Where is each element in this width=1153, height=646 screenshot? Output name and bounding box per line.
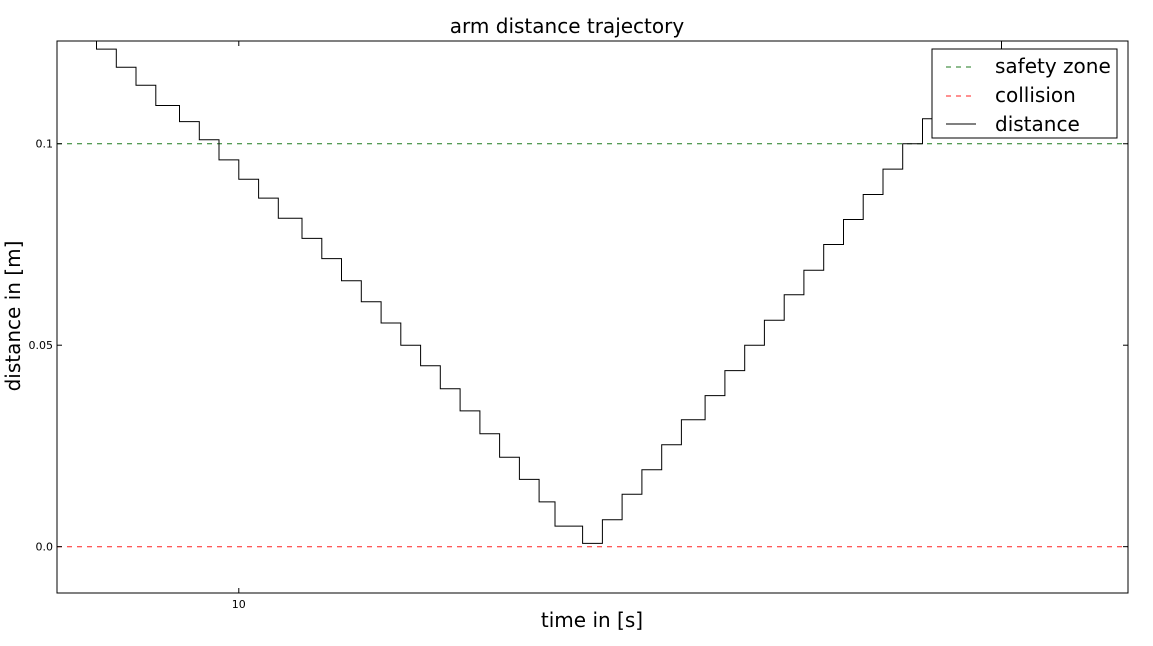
y-axis-title: distance in [m] [1, 241, 25, 392]
x-axis-title: time in [s] [541, 608, 643, 632]
legend-label-collision: collision [995, 83, 1076, 107]
plot-frame [56, 40, 1129, 594]
series-layer [57, 41, 1128, 548]
chart-title: arm distance trajectory [450, 14, 685, 38]
legend: safety zone collision distance [931, 48, 1118, 139]
y-tick-label: 0.0 [36, 541, 54, 554]
x-tick-label: 10 [232, 598, 246, 611]
series-line-distance [96, 41, 1002, 544]
y-tick-label: 0.1 [36, 138, 54, 151]
y-tick-label: 0.05 [29, 339, 54, 352]
legend-label-distance: distance [995, 112, 1080, 136]
legend-label-safety-zone: safety zone [995, 54, 1111, 78]
legend-frame [931, 48, 1118, 139]
tick-layer: 0.1 0.05 0.0 10 [29, 41, 1128, 611]
